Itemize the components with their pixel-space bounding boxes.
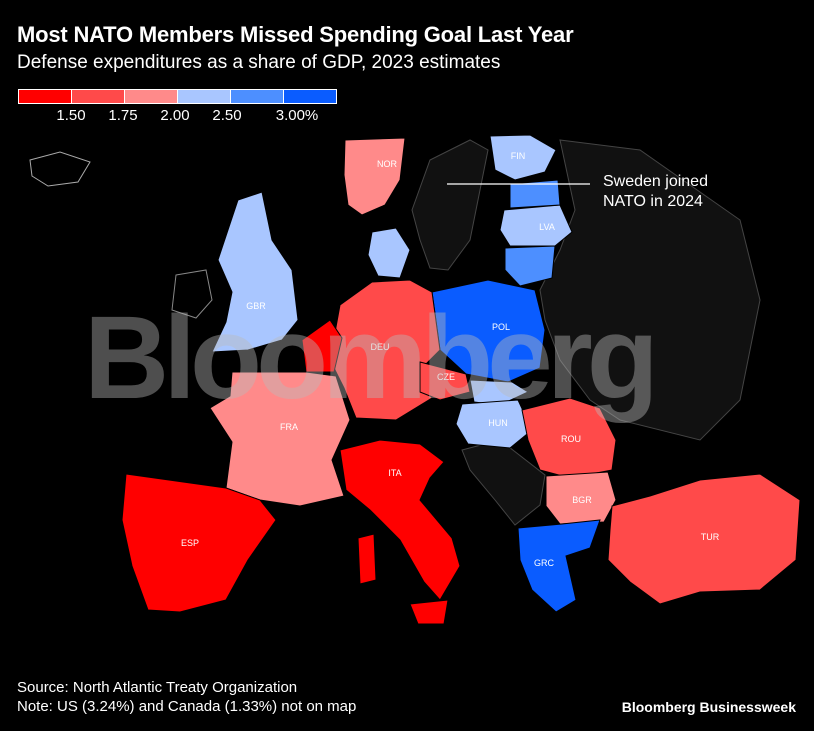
country-ROU <box>521 397 617 479</box>
country-ITA-sardinia <box>357 533 377 585</box>
source-note: Source: North Atlantic Treaty Organizati… <box>17 679 298 696</box>
color-legend <box>18 89 337 104</box>
label-BGR: BGR <box>572 495 592 505</box>
russia-belarus-ukraine-shape <box>539 139 761 441</box>
country-POL <box>431 279 546 383</box>
bloomberg-watermark: Bloomberg <box>84 292 653 424</box>
country-FRA <box>209 371 351 507</box>
label-GBR: GBR <box>246 301 266 311</box>
sweden-shape <box>411 139 489 271</box>
legend-tick: 2.50 <box>212 107 242 124</box>
country-GBR <box>211 191 299 353</box>
label-HUN: HUN <box>488 418 508 428</box>
country-TUR <box>607 473 801 605</box>
legend-swatch <box>231 90 284 103</box>
label-ESP: ESP <box>181 538 199 548</box>
country-ITA-sicily <box>409 599 449 625</box>
legend-swatch <box>178 90 231 103</box>
chart-subtitle: Defense expenditures as a share of GDP, … <box>17 52 501 73</box>
publisher-logo: Bloomberg Businessweek <box>621 699 796 715</box>
country-LVA <box>499 204 573 247</box>
country-SVK <box>469 379 530 406</box>
legend-swatch <box>19 90 72 103</box>
label-DEU: DEU <box>370 342 389 352</box>
label-FRA: FRA <box>280 422 298 432</box>
legend-tick: 1.50 <box>56 107 86 124</box>
legend-tick: 1.75 <box>108 107 138 124</box>
country-labels: NOR FIN LVA GBR POL DEU CZE FRA HUN ROU … <box>181 151 720 568</box>
balkans-west-shape <box>461 439 546 526</box>
country-GRC <box>517 519 601 613</box>
label-LVA: LVA <box>539 222 555 232</box>
legend-swatch <box>284 90 336 103</box>
label-FIN: FIN <box>511 151 526 161</box>
legend-tick: 3.00% <box>275 107 319 124</box>
chart-title: Most NATO Members Missed Spending Goal L… <box>17 22 574 47</box>
label-GRC: GRC <box>534 558 555 568</box>
label-NOR: NOR <box>377 159 398 169</box>
legend-tick: 2.00 <box>160 107 190 124</box>
country-ITA <box>339 439 461 601</box>
iceland-shape <box>29 151 91 187</box>
country-HUN <box>455 399 533 449</box>
country-LTU <box>504 245 556 287</box>
legend-swatch <box>125 90 178 103</box>
country-IRL <box>171 269 213 319</box>
country-CZE <box>419 361 471 401</box>
legend-swatch <box>72 90 125 103</box>
non-nato-land <box>29 139 761 526</box>
footnote: Note: US (3.24%) and Canada (1.33%) not … <box>17 698 357 715</box>
country-NLD-BEL <box>301 319 343 373</box>
label-POL: POL <box>492 322 510 332</box>
nato-countries <box>121 134 801 625</box>
country-EST <box>509 179 561 209</box>
label-ROU: ROU <box>561 434 581 444</box>
label-ITA: ITA <box>388 468 401 478</box>
label-TUR: TUR <box>701 532 720 542</box>
sweden-annotation: Sweden joined NATO in 2024 <box>603 173 708 210</box>
country-DNK <box>367 227 411 279</box>
country-ESP <box>121 473 277 613</box>
country-NOR <box>343 137 406 216</box>
label-CZE: CZE <box>437 372 455 382</box>
country-FIN <box>489 134 557 181</box>
country-BGR <box>545 471 617 525</box>
